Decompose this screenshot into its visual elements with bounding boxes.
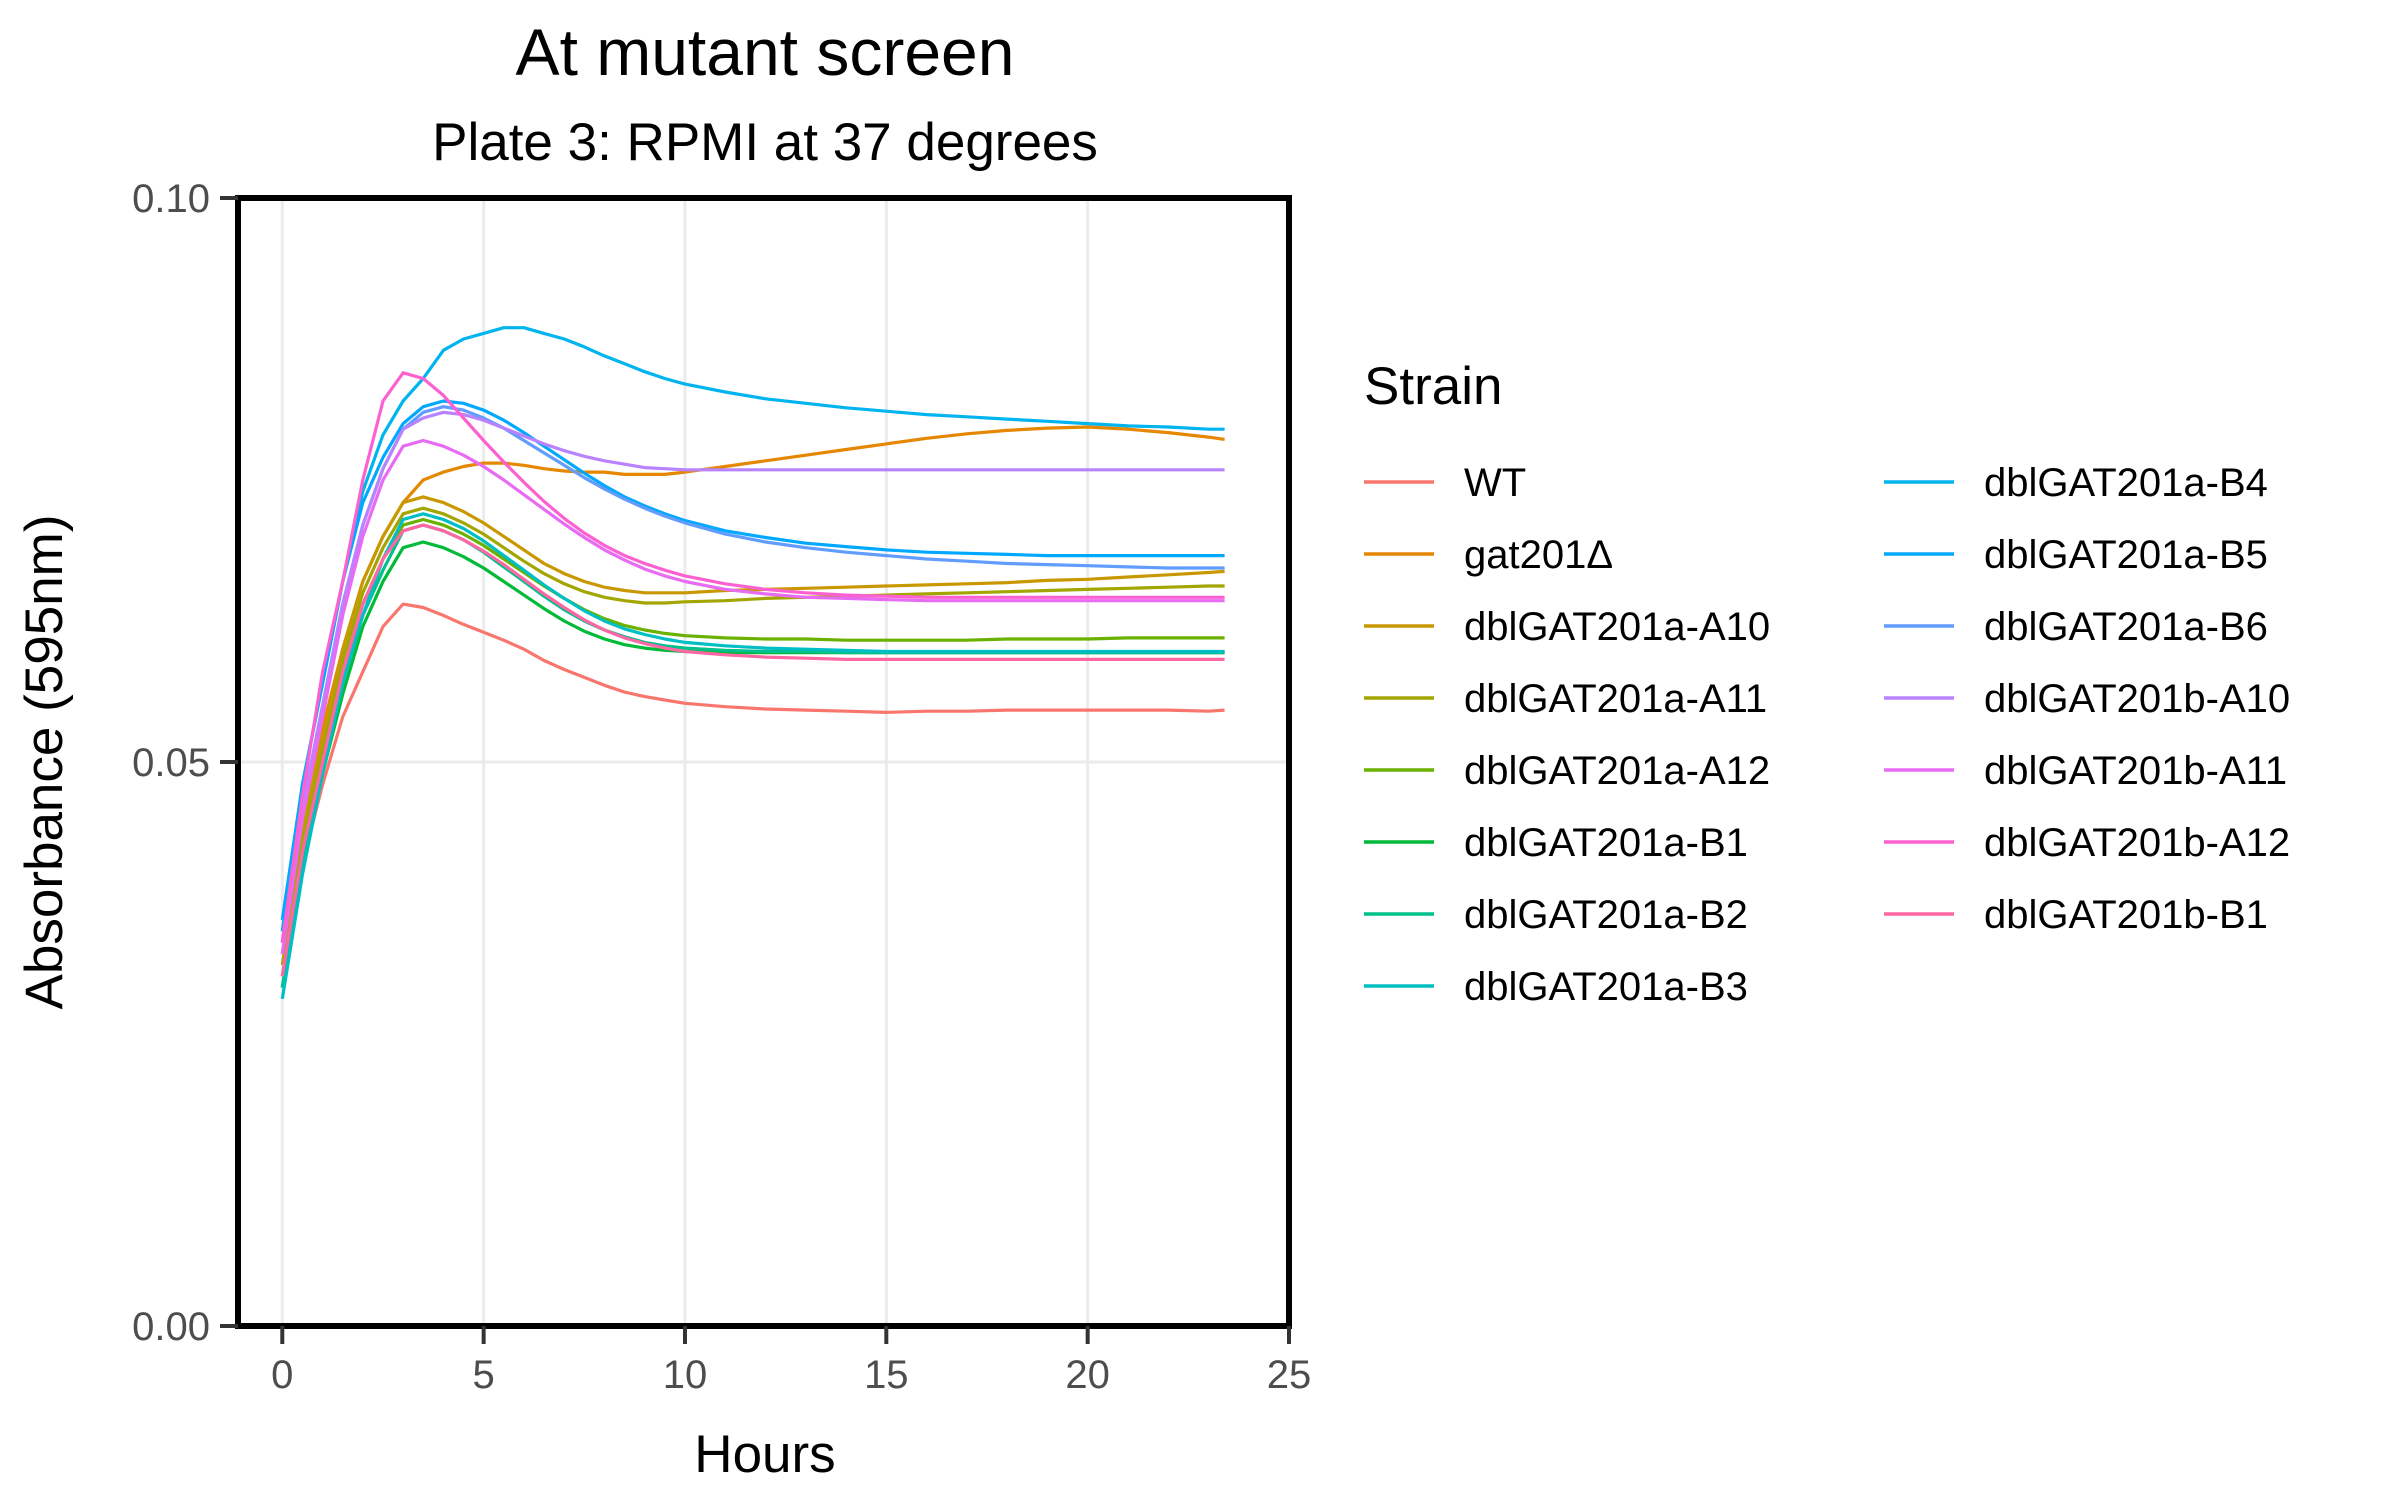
x-tick-label-3: 15 bbox=[864, 1353, 909, 1397]
x-tick-label-5: 25 bbox=[1267, 1353, 1312, 1397]
axes: 0 5 10 15 20 25 0.00 0.05 0.10 bbox=[132, 177, 1311, 1397]
legend-label-5: dblGAT201a-B1 bbox=[1464, 821, 1748, 865]
grid-lines bbox=[238, 196, 1291, 1328]
series-line-0 bbox=[280, 602, 1225, 977]
legend-label-13: dblGAT201b-A12 bbox=[1984, 821, 2290, 865]
series-line-7 bbox=[280, 512, 1225, 1000]
chart-title: At mutant screen bbox=[516, 15, 1015, 89]
series-line-2 bbox=[280, 495, 1225, 955]
series-line-1 bbox=[280, 425, 1225, 943]
y-tick-label-2: 0.10 bbox=[132, 177, 210, 221]
legend-label-2: dblGAT201a-A10 bbox=[1464, 605, 1770, 649]
series-line-13 bbox=[280, 371, 1225, 943]
legend-label-12: dblGAT201b-A11 bbox=[1984, 749, 2287, 793]
series-line-4 bbox=[280, 517, 1225, 977]
series-line-9 bbox=[280, 399, 1225, 921]
series-line-8 bbox=[280, 326, 1225, 932]
series-line-3 bbox=[280, 506, 1225, 966]
chart-subtitle: Plate 3: RPMI at 37 degrees bbox=[432, 113, 1098, 172]
y-tick-label-1: 0.05 bbox=[132, 741, 210, 785]
x-tick-label-2: 10 bbox=[663, 1353, 708, 1397]
x-tick-label-0: 0 bbox=[271, 1353, 293, 1397]
y-tick-label-0: 0.00 bbox=[132, 1305, 210, 1349]
legend-label-3: dblGAT201a-A11 bbox=[1464, 677, 1767, 721]
legend-label-4: dblGAT201a-A12 bbox=[1464, 749, 1770, 793]
series-lines bbox=[280, 326, 1225, 1000]
legend-label-10: dblGAT201a-B6 bbox=[1984, 605, 2268, 649]
y-axis-title: Absorbance (595nm) bbox=[15, 515, 74, 1010]
legend-title: Strain bbox=[1364, 357, 1502, 416]
legend-label-9: dblGAT201a-B5 bbox=[1984, 533, 2268, 577]
series-line-6 bbox=[280, 523, 1225, 988]
legend-label-1: gat201Δ bbox=[1464, 533, 1613, 577]
legend: WT gat201Δ dblGAT201a-A10 dblGAT201a-A11 dbl… bbox=[1364, 461, 2290, 1009]
series-line-14 bbox=[280, 523, 1225, 977]
legend-label-7: dblGAT201a-B3 bbox=[1464, 965, 1748, 1009]
legend-label-0: WT bbox=[1464, 461, 1526, 505]
legend-label-6: dblGAT201a-B2 bbox=[1464, 893, 1748, 937]
legend-label-8: dblGAT201a-B4 bbox=[1984, 461, 2268, 505]
x-tick-label-4: 20 bbox=[1065, 1353, 1110, 1397]
x-tick-label-1: 5 bbox=[473, 1353, 495, 1397]
series-line-11 bbox=[280, 410, 1225, 943]
series-line-12 bbox=[280, 438, 1225, 955]
legend-label-14: dblGAT201b-B1 bbox=[1984, 893, 2268, 937]
x-axis-title: Hours bbox=[694, 1425, 835, 1484]
legend-label-11: dblGAT201b-A10 bbox=[1984, 677, 2290, 721]
series-line-10 bbox=[280, 405, 1225, 943]
